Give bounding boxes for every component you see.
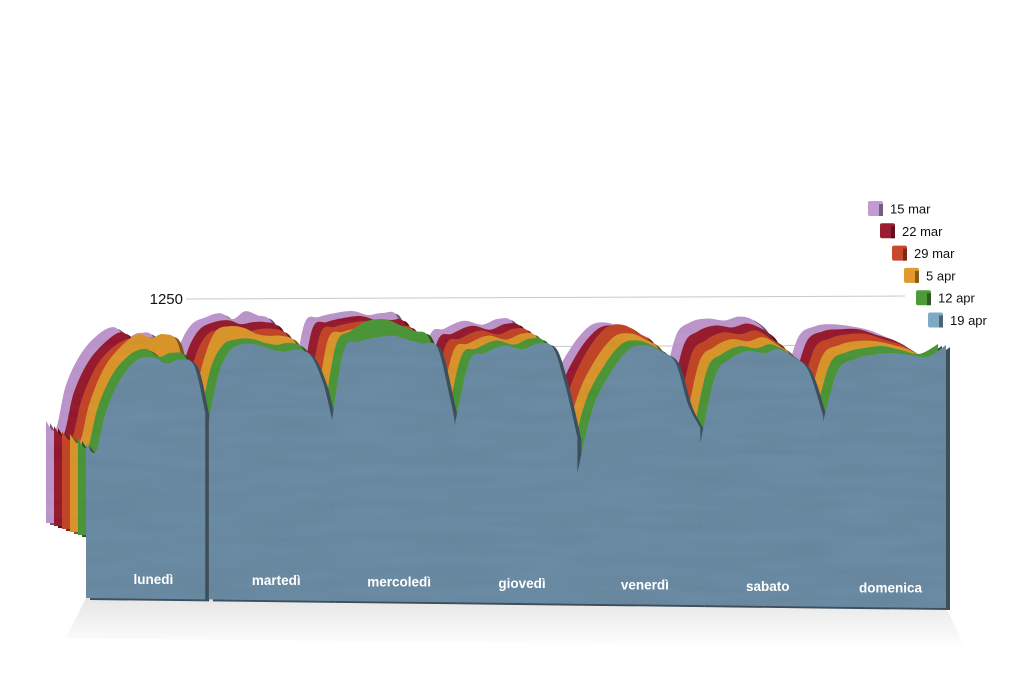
- x-tick-label: martedì: [252, 573, 301, 588]
- legend-swatch-edge: [891, 226, 895, 239]
- gridline-1250: [185, 295, 906, 300]
- legend-item: 12 apr: [916, 290, 976, 306]
- x-axis-labels: lunedì martedì mercoledì giovedì venerdì saba…: [134, 572, 923, 596]
- series-19-apr: [86, 335, 950, 610]
- legend-item: 22 mar: [880, 223, 943, 239]
- y-tick-label: 1250: [150, 291, 183, 308]
- area-mark: [331, 335, 455, 603]
- legend-item: 19 apr: [928, 312, 988, 328]
- legend-swatch-edge: [903, 248, 907, 261]
- area-mark: [454, 342, 578, 604]
- legend-label: 12 apr: [938, 291, 976, 306]
- legend-label: 15 mar: [890, 202, 931, 217]
- x-tick-label: lunedì: [134, 572, 174, 587]
- area-mark: [208, 343, 332, 601]
- area-mark: [577, 345, 701, 606]
- floor-shadow: [66, 598, 966, 648]
- area-mark: [700, 349, 824, 607]
- legend-label: 29 mar: [914, 246, 955, 261]
- legend-item: 29 mar: [892, 245, 955, 261]
- legend-label: 19 apr: [950, 313, 988, 328]
- legend-swatch-edge: [879, 204, 883, 216]
- legend: 15 mar 22 mar 29 mar 5 apr 12 apr 19 apr: [868, 201, 988, 328]
- x-tick-label: venerdì: [621, 577, 669, 592]
- x-tick-label: sabato: [746, 579, 790, 594]
- x-tick-label: mercoledì: [367, 575, 431, 590]
- area-mark: [86, 357, 206, 600]
- area-mark: [823, 345, 946, 608]
- legend-swatch-edge: [939, 315, 943, 328]
- x-tick-label: giovedì: [498, 576, 545, 591]
- legend-swatch-edge: [927, 293, 931, 306]
- legend-swatch-edge: [915, 270, 919, 283]
- legend-item: 5 apr: [904, 267, 956, 283]
- legend-item: 15 mar: [868, 201, 931, 217]
- series-layer: [46, 311, 950, 610]
- legend-label: 22 mar: [902, 224, 943, 239]
- legend-label: 5 apr: [926, 268, 956, 283]
- x-tick-label: domenica: [859, 580, 923, 595]
